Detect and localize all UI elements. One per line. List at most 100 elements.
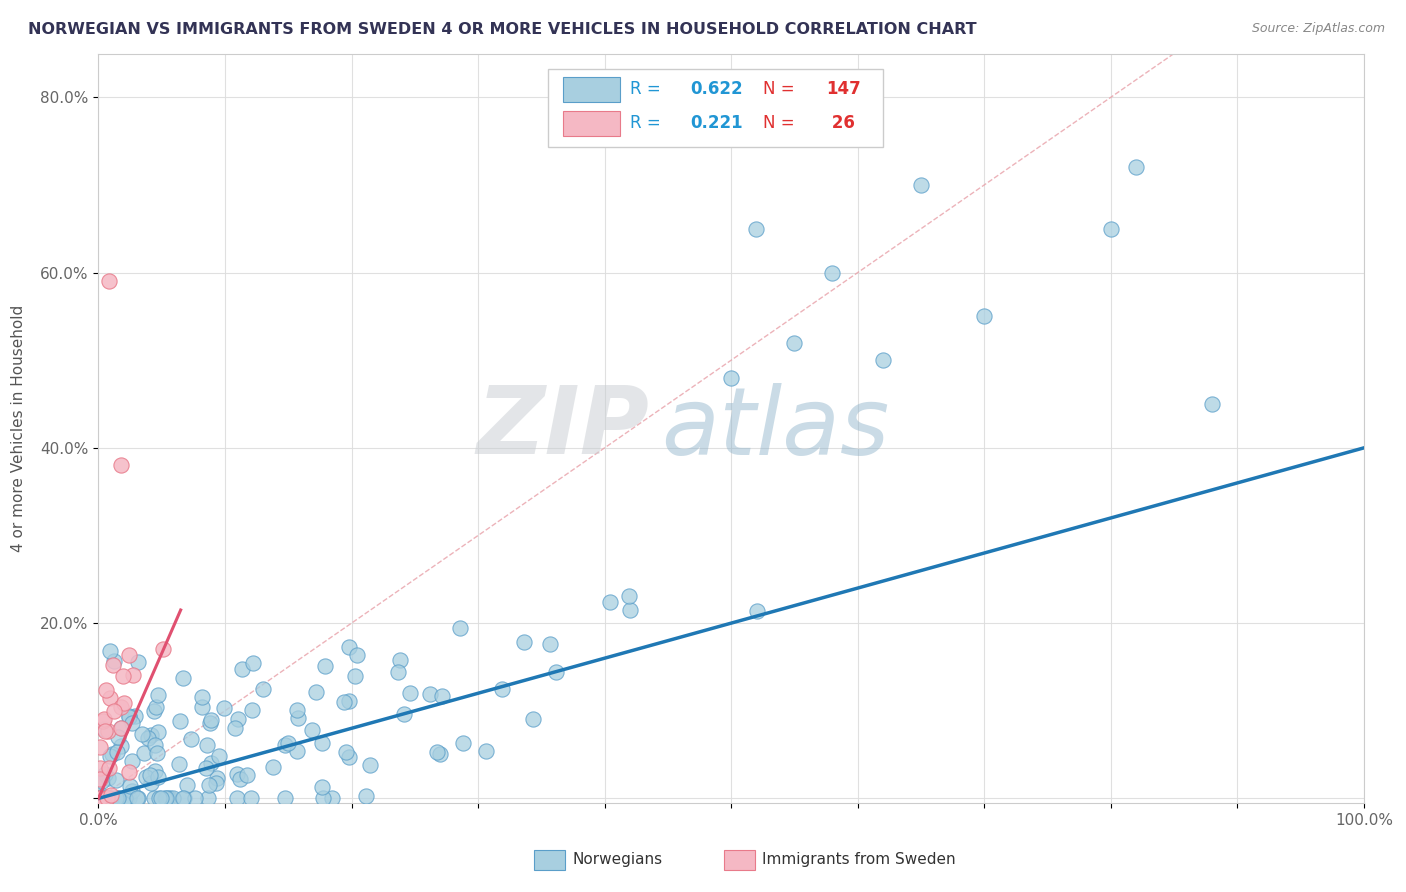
Point — [311, 736, 333, 750]
Point — [242, 656, 264, 670]
Point — [90, 789, 112, 804]
Point — [821, 266, 844, 280]
Point — [121, 754, 143, 768]
Point — [148, 791, 170, 805]
Point — [142, 791, 165, 805]
Point — [105, 791, 128, 805]
Point — [1201, 397, 1223, 411]
Point — [146, 688, 169, 702]
Point — [389, 653, 412, 667]
Point — [426, 745, 449, 759]
Point — [107, 731, 129, 745]
Point — [745, 604, 768, 618]
Text: Immigrants from Sweden: Immigrants from Sweden — [762, 853, 956, 867]
Point — [337, 694, 360, 708]
Point — [432, 690, 454, 704]
Point — [91, 714, 114, 729]
Point — [152, 641, 174, 656]
Text: R =: R = — [630, 80, 666, 98]
Point — [356, 789, 378, 804]
Point — [97, 791, 120, 805]
Point — [143, 739, 166, 753]
Point — [212, 700, 235, 714]
Text: 0.622: 0.622 — [690, 80, 744, 98]
Point — [121, 784, 143, 798]
Point — [419, 688, 441, 702]
Point — [139, 768, 162, 782]
Point — [156, 791, 179, 805]
Point — [240, 703, 263, 717]
Point — [117, 764, 139, 779]
Point — [100, 791, 122, 805]
Point — [195, 761, 218, 775]
Point — [97, 761, 120, 775]
Point — [118, 648, 141, 662]
Point — [474, 743, 496, 757]
Point — [101, 658, 124, 673]
Point — [973, 310, 995, 324]
Point — [169, 714, 191, 728]
Point — [205, 771, 228, 785]
Point — [198, 778, 221, 792]
Point — [198, 716, 221, 731]
Point — [262, 760, 284, 774]
Point — [139, 776, 162, 790]
Point — [200, 756, 222, 770]
Point — [314, 659, 336, 673]
Point — [304, 685, 326, 699]
Point — [118, 779, 141, 793]
Text: Norwegians: Norwegians — [572, 853, 662, 867]
Point — [617, 590, 640, 604]
Point — [155, 791, 177, 805]
Point — [94, 767, 117, 781]
Point — [127, 791, 149, 805]
Point — [197, 791, 219, 805]
Point — [872, 353, 894, 368]
Point — [94, 724, 117, 739]
Point — [287, 711, 309, 725]
Point — [285, 744, 308, 758]
Text: N =: N = — [762, 80, 800, 98]
Point — [146, 770, 169, 784]
Point — [104, 773, 127, 788]
Point — [335, 745, 357, 759]
Point — [451, 736, 474, 750]
Point — [91, 789, 114, 803]
Point — [910, 178, 932, 192]
Point — [1099, 221, 1122, 235]
Point — [745, 221, 768, 235]
Point — [1125, 161, 1147, 175]
Point — [544, 665, 567, 679]
Point — [145, 700, 167, 714]
Point — [112, 791, 135, 805]
Text: N =: N = — [762, 114, 800, 132]
Point — [172, 671, 194, 685]
Point — [125, 791, 148, 805]
FancyBboxPatch shape — [562, 112, 620, 136]
Point — [619, 603, 641, 617]
Text: ZIP: ZIP — [477, 382, 648, 475]
Point — [538, 637, 561, 651]
Point — [121, 715, 143, 730]
Text: 26: 26 — [825, 114, 855, 132]
Point — [107, 791, 129, 805]
Point — [513, 635, 536, 649]
Point — [142, 705, 165, 719]
Point — [224, 721, 246, 735]
Point — [149, 791, 172, 805]
Point — [359, 758, 381, 772]
Text: 147: 147 — [825, 80, 860, 98]
Point — [399, 686, 422, 700]
Point — [107, 791, 129, 805]
Point — [103, 654, 125, 668]
Point — [89, 791, 111, 805]
Text: R =: R = — [630, 114, 666, 132]
Point — [285, 703, 308, 717]
Point — [344, 669, 367, 683]
Point — [110, 699, 132, 714]
Point — [97, 724, 120, 739]
Point — [127, 655, 149, 669]
Point — [311, 780, 333, 794]
Point — [301, 723, 323, 737]
Point — [312, 791, 335, 805]
